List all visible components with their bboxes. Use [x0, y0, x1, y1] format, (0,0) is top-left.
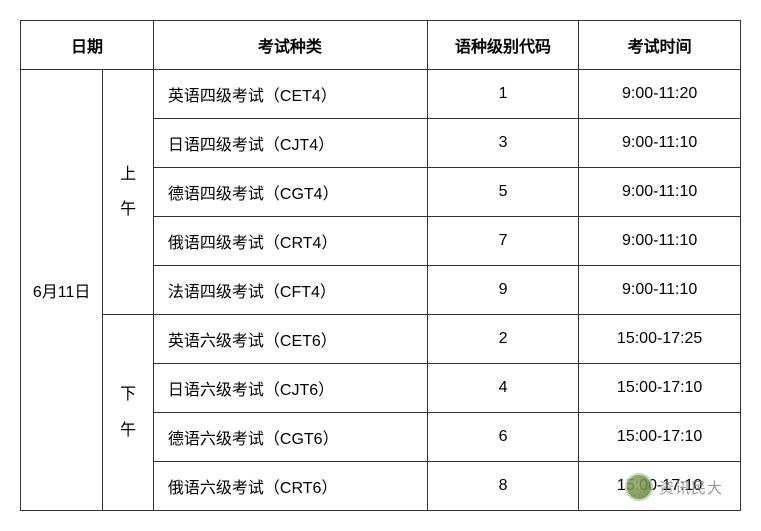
header-date: 日期: [21, 21, 154, 70]
exam-name: 日语六级考试（CJT6）: [153, 364, 427, 413]
exam-name: 法语四级考试（CFT4）: [153, 266, 427, 315]
exam-time: 15:00-17:10: [579, 364, 741, 413]
exam-code: 3: [427, 119, 578, 168]
exam-time: 15:00-17:10: [579, 413, 741, 462]
session-afternoon-label: 下 午: [120, 386, 136, 438]
exam-code: 7: [427, 217, 578, 266]
header-lang-code: 语种级别代码: [427, 21, 578, 70]
exam-time: 15:00-17:10: [579, 462, 741, 511]
exam-name: 德语六级考试（CGT6）: [153, 413, 427, 462]
table-row: 6月11日 上 午 英语四级考试（CET4） 1 9:00-11:20: [21, 70, 741, 119]
exam-code: 4: [427, 364, 578, 413]
session-afternoon: 下 午: [103, 315, 154, 511]
exam-time: 9:00-11:10: [579, 168, 741, 217]
exam-code: 5: [427, 168, 578, 217]
exam-code: 1: [427, 70, 578, 119]
session-morning-label: 上 午: [120, 166, 136, 218]
exam-name: 英语四级考试（CET4）: [153, 70, 427, 119]
exam-code: 6: [427, 413, 578, 462]
exam-time: 9:00-11:20: [579, 70, 741, 119]
exam-time: 15:00-17:25: [579, 315, 741, 364]
session-morning: 上 午: [103, 70, 154, 315]
exam-time: 9:00-11:10: [579, 217, 741, 266]
exam-schedule-table-container: 日期 考试种类 语种级别代码 考试时间 6月11日 上 午 英语四级考试（CET…: [20, 20, 741, 511]
exam-name: 英语六级考试（CET6）: [153, 315, 427, 364]
exam-time: 9:00-11:10: [579, 119, 741, 168]
exam-code: 9: [427, 266, 578, 315]
exam-code: 2: [427, 315, 578, 364]
header-exam-time: 考试时间: [579, 21, 741, 70]
exam-name: 德语四级考试（CGT4）: [153, 168, 427, 217]
exam-name: 俄语四级考试（CRT4）: [153, 217, 427, 266]
header-exam-type: 考试种类: [153, 21, 427, 70]
table-header-row: 日期 考试种类 语种级别代码 考试时间: [21, 21, 741, 70]
date-cell: 6月11日: [21, 70, 103, 511]
exam-time: 9:00-11:10: [579, 266, 741, 315]
table-row: 下 午 英语六级考试（CET6） 2 15:00-17:25: [21, 315, 741, 364]
exam-schedule-table: 日期 考试种类 语种级别代码 考试时间 6月11日 上 午 英语四级考试（CET…: [20, 20, 741, 511]
exam-code: 8: [427, 462, 578, 511]
exam-name: 日语四级考试（CJT4）: [153, 119, 427, 168]
exam-name: 俄语六级考试（CRT6）: [153, 462, 427, 511]
